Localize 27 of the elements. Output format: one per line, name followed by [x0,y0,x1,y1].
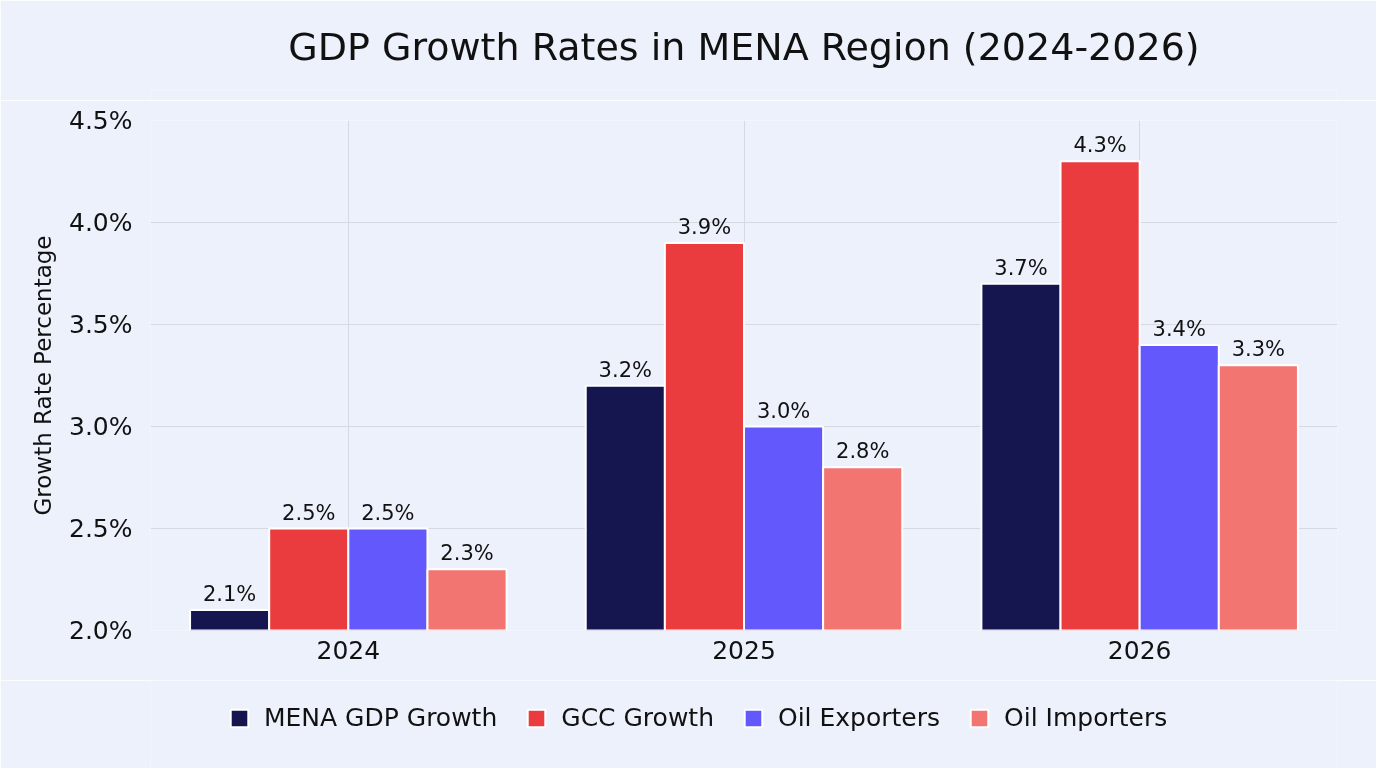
data-label: 4.3% [1073,133,1127,158]
y-tick-label: 2.0% [68,616,133,645]
data-label: 3.9% [677,214,732,239]
data-label: 3.0% [756,398,811,423]
legend-label: Oil Exporters [778,703,941,732]
x-tick-label: 2024 [316,635,381,665]
x-tick-label: 2025 [712,635,776,665]
data-label: 2.3% [440,541,494,566]
data-label: 3.4% [1152,316,1206,341]
y-tick-label: 4.5% [68,106,133,135]
data-label: 2.5% [361,500,415,525]
chart-title: GDP Growth Rates in MENA Region (2024-2026) [288,24,1200,69]
legend-label: GCC Growth [561,703,714,732]
data-label: 2.1% [202,582,257,607]
y-axis-title: Growth Rate Percentage [29,235,56,516]
data-label: 2.5% [282,500,336,525]
y-tick-label: 3.0% [68,412,133,441]
y-tick-label: 3.5% [68,310,133,339]
data-label: 3.3% [1231,337,1286,362]
data-label: 3.2% [598,357,652,382]
data-label: 2.8% [836,439,890,464]
legend-label: MENA GDP Growth [264,703,498,732]
x-tick-label: 2026 [1107,635,1172,665]
legend-label: Oil Importers [1004,703,1168,732]
y-tick-label: 4.0% [68,208,133,237]
y-tick-label: 2.5% [68,514,133,543]
data-label: 3.7% [994,255,1048,280]
